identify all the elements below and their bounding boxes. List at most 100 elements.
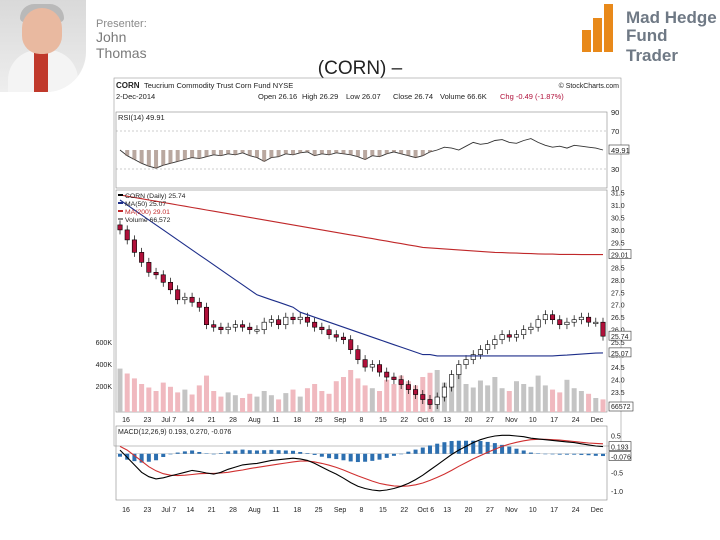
x-tick-label: 13 [443,417,451,424]
volume-bar [218,396,224,412]
volume-bar [485,385,491,412]
x-tick-label: 27 [486,417,494,424]
volume-bar [593,398,599,412]
candle-body [319,326,325,330]
macd-tick-label: 0.193 [611,445,629,452]
macd-histogram-bar [435,443,440,454]
presenter-name: John Thomas [96,29,147,61]
candle-body [225,326,231,330]
macd-histogram-bar [593,453,598,456]
candle-body [290,316,296,321]
price-current-box [608,347,632,358]
x-tick-label-bottom: Sep [334,507,347,514]
price-tick-label: 28.5 [611,265,625,272]
volume-bar [550,389,556,412]
x-tick-label-bottom: 14 [186,507,194,514]
price-tick-label: 26.5 [611,315,625,322]
volume-bar [355,378,361,412]
candle-body [384,371,390,378]
volume-tick-label: 200K [96,384,113,391]
volume-bar [254,396,260,412]
candle-body [196,301,202,308]
macd-histogram-bar [485,441,490,454]
x-tick-label: 23 [144,417,152,424]
x-tick-label-bottom: 15 [379,507,387,514]
candle-body [557,319,563,325]
candle-body [304,316,310,323]
volume-bar [160,382,166,412]
macd-histogram-bar [269,449,274,454]
candle-body [355,349,361,360]
candle-body [449,374,455,388]
candle-body [139,252,145,263]
volume-bar [391,384,397,412]
macd-histogram-bar [146,453,151,462]
candle-body [391,376,397,380]
candle-body [340,336,346,340]
x-tick-label-bottom: 17 [550,507,558,514]
macd-histogram-bar [182,451,187,454]
x-tick-label: 24 [572,417,580,424]
candle-body [506,334,512,338]
candle-body [550,314,556,321]
volume-bar [384,379,390,412]
volume-bar [124,373,130,412]
macd-signal-line [119,438,604,487]
legend-label: MA(50) 25.07 [125,201,166,208]
candle-body [427,399,433,405]
candle-body [521,329,527,335]
candle-body [485,344,491,350]
macd-histogram-bar [355,453,360,463]
macd-histogram-bar [319,453,324,457]
candle-body [571,319,577,323]
macd-histogram-bar [478,441,483,454]
presenter-block: Presenter: John Thomas [0,0,180,100]
volume-bar [449,378,455,412]
volume-bar [225,392,231,412]
macd-tick-label: 0.5 [611,433,621,440]
macd-histogram-bar [528,452,533,454]
candle-body [117,224,123,231]
macd-histogram-bar [557,453,562,455]
macd-tick-label: -1.0 [611,489,623,496]
macd-histogram-bar [247,450,252,454]
rsi-tick-label: 10 [611,184,619,193]
x-tick-label: 20 [465,417,473,424]
x-tick-label: 16 [122,417,130,424]
x-tick-label-bottom: Jul 7 [161,507,176,514]
macd-histogram-bar [399,453,404,455]
macd-histogram-bar [276,450,281,454]
price-tick-label: 29.5 [611,240,625,247]
volume-bar [528,386,534,412]
candle-body [564,321,570,325]
candle-body [593,321,599,325]
volume-bar [564,379,570,412]
macd-histogram-bar [507,446,512,454]
macd-panel [115,425,608,501]
x-tick-label-bottom: 18 [293,507,301,514]
volume-bar [196,385,202,412]
macd-line [119,434,604,492]
macd-histogram-bar [305,453,310,454]
macd-histogram-bar [190,450,195,454]
candle-body [326,329,332,335]
volume-bar [456,373,462,412]
header-stat: Close 26.74 [393,92,433,101]
macd-histogram-bar [384,453,389,458]
macd-histogram-bar [334,453,339,460]
volume-bar [369,388,375,412]
legend-label: CORN (Daily) 25.74 [125,193,186,200]
logo-line2: Fund Trader [626,26,678,65]
candle-body [542,314,548,321]
candle-body [420,394,426,400]
macd-histogram-bar [132,453,137,462]
candle-body [146,262,152,273]
candle-body [153,272,159,276]
volume-bar [261,391,267,412]
volume-bar [283,393,289,412]
x-tick-label: 11 [272,417,279,424]
macd-histogram-bar [391,453,396,456]
macd-histogram-bar [521,450,526,454]
x-tick-label: 25 [315,417,323,424]
header-stat: Low 26.07 [346,92,381,101]
